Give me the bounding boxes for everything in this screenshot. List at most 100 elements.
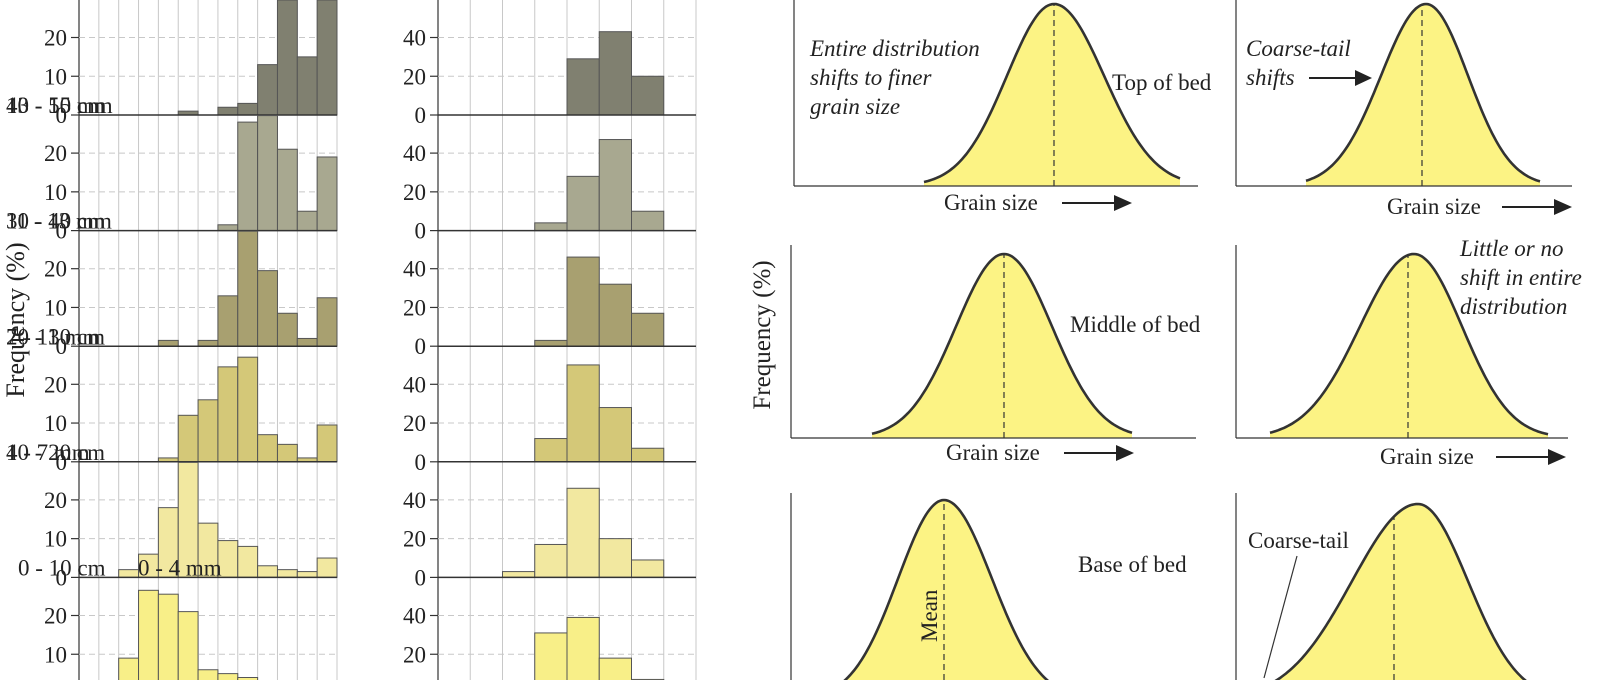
histogram-bar [217, 224, 239, 232]
histogram-bar [177, 611, 199, 680]
histogram-bar [197, 339, 219, 347]
histogram-panel-label: 15 - 16 mm [6, 0, 113, 3]
histogram-bar [631, 312, 665, 347]
histogram-bar [217, 106, 239, 116]
histogram-panel-label: 40 - 50 cm [6, 93, 105, 118]
histogram-bar [534, 543, 568, 578]
y-tick-label: 40 [403, 488, 426, 513]
y-tick-label: 10 [44, 642, 67, 667]
histogram-bar [276, 148, 298, 232]
histogram-bar [296, 337, 318, 347]
histogram-bar [534, 632, 568, 680]
histogram-bar [566, 487, 600, 578]
y-tick-label: 0 [56, 565, 68, 590]
coarse-tail-shift-arrowhead [1355, 70, 1372, 86]
y-tick-label: 0 [415, 219, 427, 244]
histogram-bar [631, 210, 665, 232]
histogram-bar [598, 657, 632, 680]
annotation-coarse-tail-shift-line-1: Coarse-tail [1246, 36, 1351, 61]
distribution-fill [845, 500, 1047, 680]
left-y-axis-label: Frequency (%) [1, 242, 30, 397]
histogram-bar [217, 673, 239, 680]
y-tick-label: 0 [415, 334, 427, 359]
histogram-bar [237, 102, 259, 116]
histogram-bar [217, 295, 239, 347]
y-tick-label: 0 [56, 334, 68, 359]
histogram-bar [631, 559, 665, 578]
histogram-bar [257, 64, 278, 116]
histogram-panel-label: 50 - 60 cm [6, 0, 105, 3]
histogram-bar [257, 270, 278, 347]
histogram-bar [316, 156, 338, 232]
histogram-panel-label: 13 - 15 mm [6, 93, 113, 118]
y-tick-label: 20 [44, 141, 67, 166]
histogram-bar [197, 669, 219, 680]
x-axis-label-grain-size: Grain size [1380, 444, 1474, 469]
y-tick-label: 0 [415, 565, 427, 590]
histogram-panel-label: 20 - 30 cm [6, 324, 105, 349]
y-tick-label: 20 [403, 180, 426, 205]
x-axis-label-grain-size: Grain size [946, 440, 1040, 465]
distribution-curve [1305, 2, 1541, 183]
histogram-bar [566, 616, 600, 680]
histogram-bar [237, 677, 259, 680]
y-tick-label: 20 [44, 26, 67, 51]
x-axis-arrowhead [1114, 195, 1132, 211]
y-tick-label: 20 [44, 257, 67, 282]
annotation-mean: Mean [917, 589, 942, 642]
row-label: Top of bed [1112, 70, 1212, 95]
histogram-bar [631, 75, 665, 116]
y-tick-label: 40 [403, 372, 426, 397]
histogram-panel-label: 7 - 11 mm [6, 324, 100, 349]
distribution-fill [924, 4, 1180, 186]
distribution-fill [872, 254, 1132, 438]
histogram-bar [157, 593, 179, 680]
y-tick-label: 20 [403, 642, 426, 667]
row-label: Middle of bed [1070, 312, 1201, 337]
y-tick-label: 20 [403, 527, 426, 552]
distribution-curve [843, 498, 1049, 680]
histogram-bar [237, 356, 259, 463]
x-axis-label-grain-size: Grain size [1387, 194, 1481, 219]
y-tick-label: 10 [44, 411, 67, 436]
y-tick-label: 20 [403, 64, 426, 89]
histogram-bar [118, 569, 140, 578]
y-tick-label: 40 [403, 141, 426, 166]
y-tick-label: 10 [44, 295, 67, 320]
distribution-fill [1270, 254, 1548, 438]
distribution-curve [923, 2, 1181, 184]
coarse-tail-leader-line [1263, 555, 1298, 679]
distribution-curve [871, 252, 1133, 436]
annotation-coarse-tail-shift-line-2: shifts [1246, 65, 1295, 90]
histogram-panel-label: 0 - 4 mm [138, 556, 222, 581]
x-axis-arrowhead [1548, 449, 1566, 465]
annotation-coarse-tail: Coarse-tail [1248, 528, 1349, 553]
histogram-bar [237, 230, 259, 347]
distribution-curve [1274, 502, 1527, 680]
histogram-bar [566, 256, 600, 347]
histogram-bar [257, 434, 278, 463]
y-tick-label: 20 [44, 488, 67, 513]
distribution-fill [1276, 504, 1525, 680]
histogram-bar [534, 222, 568, 232]
annotation-little-shift-line-2: shift in entire [1460, 265, 1582, 290]
histogram-bar [598, 139, 632, 232]
histogram-bar [598, 31, 632, 116]
x-axis-label-grain-size: Grain size [944, 190, 1038, 215]
y-tick-label: 10 [44, 64, 67, 89]
histogram-bar [237, 121, 259, 232]
histogram-bar [534, 438, 568, 463]
middle-histogram-stack: 0 20 40 50 - 60 cm 0 20 40 40 - 50 cm 0 20 40 30 - … [6, 0, 697, 680]
histogram-bar [276, 312, 298, 347]
y-tick-label: 0 [415, 450, 427, 475]
histogram-panel-label: 0 - 10 cm [18, 556, 106, 581]
right-schematic-curves: Grain size Grain size Grain size Grain size… [790, 0, 1572, 680]
histogram-bar [197, 399, 219, 463]
histogram-bar [534, 339, 568, 347]
histogram-panel-label: 30 - 40 cm [6, 209, 105, 234]
distribution-fill [1306, 4, 1540, 186]
histogram-bar [502, 571, 536, 578]
annotation-entire-shift-line-2: shifts to finer [810, 65, 932, 90]
histogram-bar [257, 115, 278, 232]
